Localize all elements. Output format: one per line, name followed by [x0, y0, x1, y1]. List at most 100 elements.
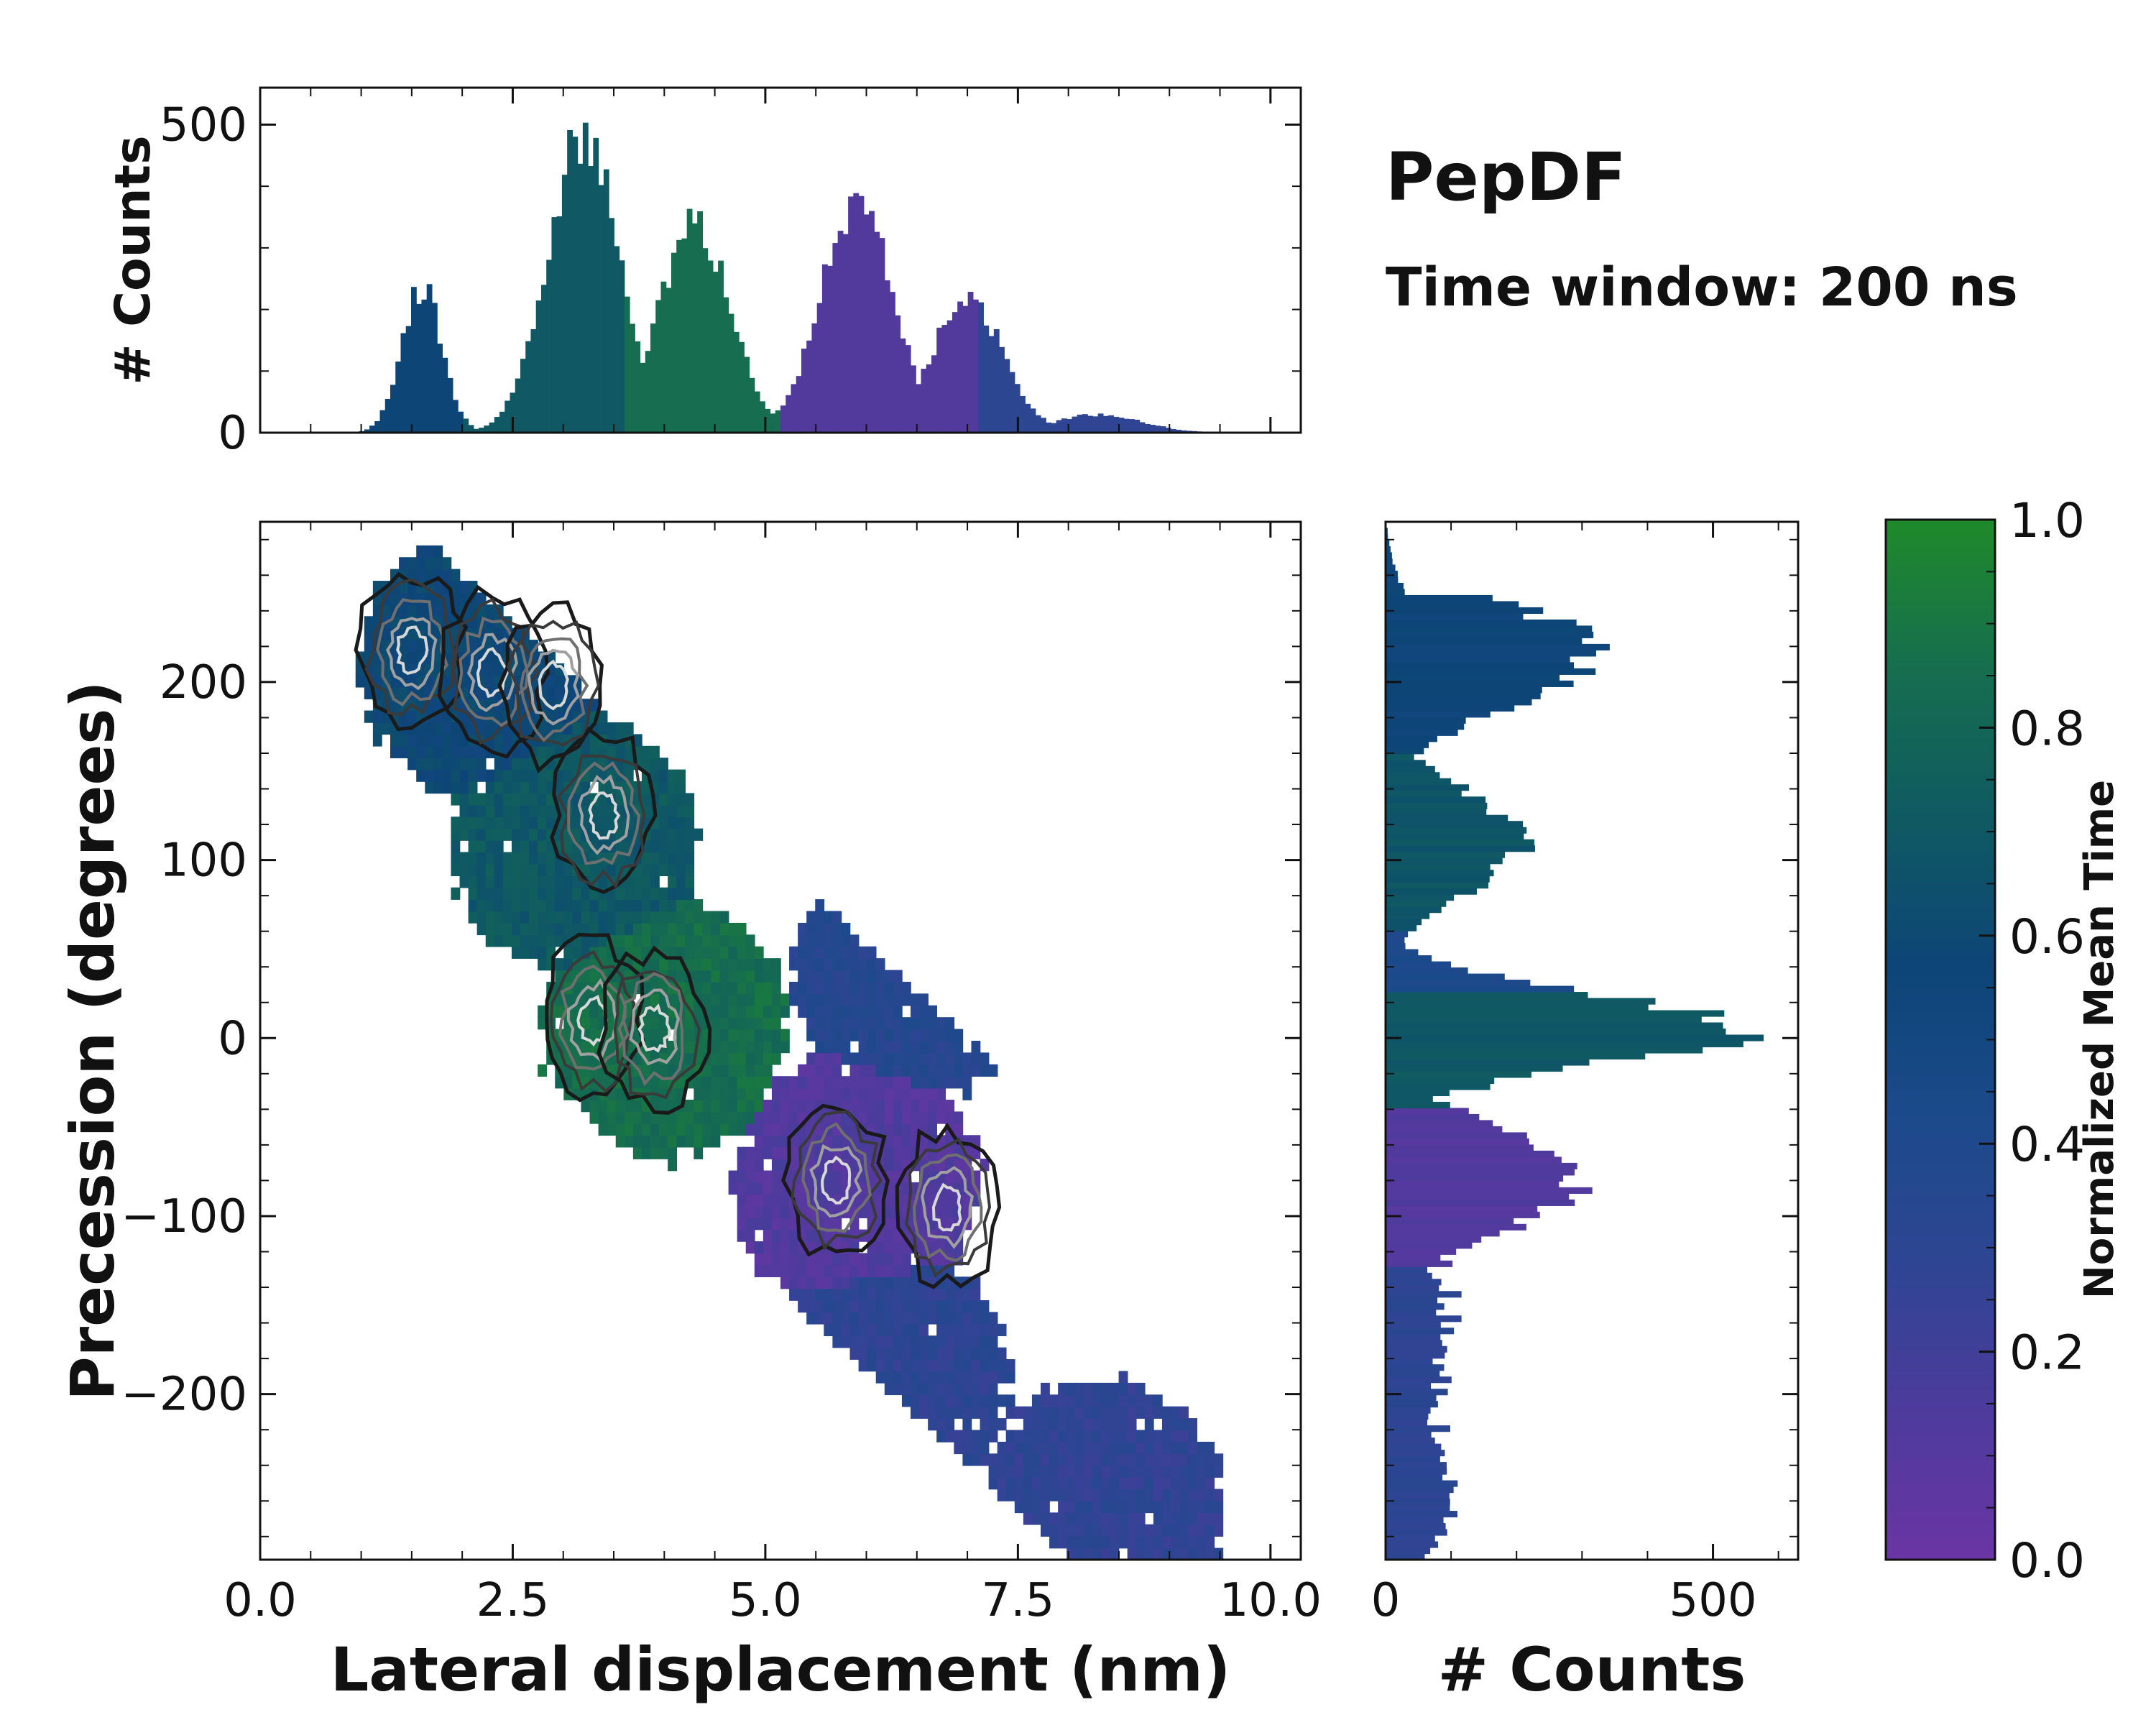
- heatmap-cell: [581, 1041, 591, 1054]
- right-histogram-bar: [1386, 1016, 1702, 1024]
- heatmap-cell: [798, 1288, 807, 1301]
- heatmap-cell: [867, 1005, 877, 1018]
- heatmap-cell: [763, 1205, 773, 1218]
- heatmap-cell: [1161, 1489, 1171, 1501]
- heatmap-cell: [954, 1347, 964, 1360]
- heatmap-cell: [1092, 1524, 1102, 1537]
- right-histogram-bar: [1386, 1193, 1570, 1200]
- heatmap-cell: [928, 1406, 937, 1419]
- heatmap-cell: [624, 1123, 634, 1136]
- right-histogram-bar: [1386, 760, 1426, 767]
- heatmap-cell: [962, 1288, 972, 1301]
- heatmap-cell: [763, 1264, 773, 1277]
- heatmap-cell: [841, 1300, 851, 1313]
- density-contour: [437, 584, 550, 759]
- heatmap-cell: [476, 922, 487, 936]
- heatmap-cell: [711, 981, 721, 995]
- heatmap-cell: [919, 1371, 929, 1384]
- heatmap-cell: [841, 958, 851, 971]
- heatmap-cell: [841, 1288, 851, 1301]
- heatmap-cell: [641, 1064, 651, 1077]
- heatmap-cell: [884, 1264, 894, 1277]
- x-tick-label: 0: [1371, 1574, 1401, 1627]
- heatmap-cell: [572, 828, 582, 841]
- heatmap-cell: [936, 1347, 946, 1360]
- heatmap-cell: [884, 1300, 894, 1313]
- heatmap-cell: [954, 1300, 964, 1313]
- heatmap-cell: [1135, 1524, 1146, 1537]
- heatmap-cell: [1135, 1465, 1146, 1478]
- heatmap-cell: [615, 911, 625, 924]
- heatmap-cell: [425, 545, 435, 558]
- heatmap-cell: [476, 793, 487, 806]
- right-histogram-bar: [1386, 1034, 1764, 1041]
- heatmap-cell: [1005, 1441, 1015, 1455]
- heatmap-cell: [1161, 1512, 1171, 1525]
- heatmap-cell: [928, 1394, 937, 1407]
- top-histogram-bar: [681, 238, 688, 433]
- heatmap-cell: [971, 1323, 981, 1337]
- heatmap-cell: [980, 1430, 990, 1443]
- heatmap-cell: [685, 887, 695, 900]
- heatmap-cell: [1084, 1453, 1094, 1466]
- heatmap-cell: [936, 1052, 946, 1065]
- heatmap-cell: [806, 1264, 816, 1277]
- heatmap-cell: [806, 1229, 816, 1242]
- heatmap-cell: [546, 875, 556, 888]
- heatmap-cell: [598, 722, 608, 735]
- heatmap-cell: [485, 804, 495, 818]
- heatmap-cell: [893, 1159, 903, 1172]
- top-histogram-bar: [884, 280, 890, 433]
- heatmap-cell: [659, 840, 668, 853]
- heatmap-cell: [928, 1300, 937, 1313]
- heatmap-cell: [901, 1288, 911, 1301]
- heatmap-cell: [650, 887, 660, 900]
- heatmap-cell: [858, 946, 868, 959]
- density-contour: [801, 1122, 872, 1233]
- right-histogram-bar: [1386, 570, 1398, 578]
- heatmap-cell: [407, 627, 417, 640]
- top-histogram-bar: [879, 238, 885, 433]
- heatmap-cell: [538, 769, 547, 782]
- heatmap-cell: [538, 745, 547, 758]
- heatmap-cell: [875, 1347, 885, 1360]
- heatmap-cell: [945, 1029, 955, 1041]
- heatmap-cell: [1075, 1524, 1085, 1537]
- right-histogram-bar: [1386, 607, 1544, 615]
- heatmap-cell: [1058, 1430, 1067, 1443]
- density-contour: [588, 791, 621, 840]
- heatmap-cell: [520, 899, 530, 912]
- heatmap-cell: [771, 1087, 781, 1100]
- heatmap-cell: [650, 758, 660, 770]
- heatmap-cell: [954, 1312, 964, 1325]
- heatmap-cell: [867, 970, 877, 983]
- heatmap-cell: [485, 722, 495, 735]
- heatmap-cell: [451, 581, 461, 594]
- heatmap-cell: [668, 922, 677, 936]
- heatmap-cell: [901, 1064, 911, 1077]
- heatmap-cell: [945, 1394, 955, 1407]
- heatmap-cell: [1110, 1406, 1120, 1419]
- heatmap-cell: [1179, 1536, 1189, 1549]
- heatmap-cell: [1084, 1536, 1094, 1549]
- heatmap-cell: [494, 804, 504, 818]
- heatmap-cell: [1144, 1524, 1154, 1537]
- right-histogram-bar: [1386, 1425, 1450, 1432]
- heatmap-cell: [867, 1335, 877, 1348]
- heatmap-cell: [1058, 1441, 1067, 1455]
- heatmap-cell: [572, 899, 582, 912]
- heatmap-cell: [858, 970, 868, 983]
- top-histogram-bar: [978, 302, 984, 433]
- heatmap-cell: [893, 1052, 903, 1065]
- heatmap-cell: [520, 852, 530, 865]
- heatmap-cell: [945, 1041, 955, 1054]
- heatmap-cell: [1067, 1524, 1077, 1537]
- top-histogram-bar: [765, 408, 771, 433]
- heatmap-cell: [954, 1335, 964, 1348]
- heatmap-cell: [806, 1052, 816, 1065]
- heatmap-cell: [832, 958, 842, 971]
- heatmap-cell: [555, 863, 565, 877]
